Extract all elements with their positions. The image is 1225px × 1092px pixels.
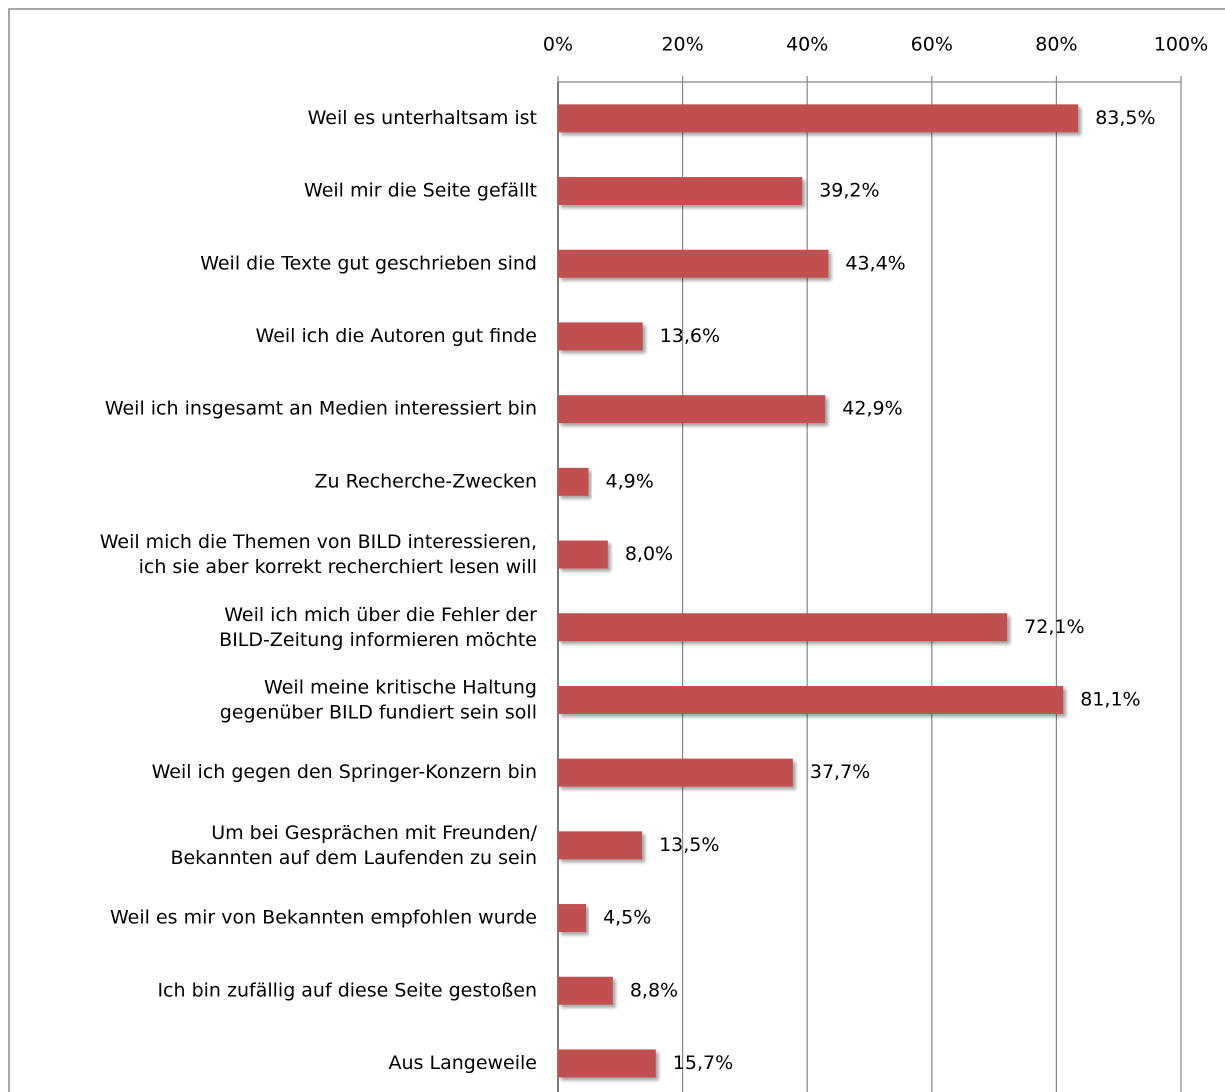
data-label: 13,6% <box>660 325 720 347</box>
data-label: 72,1% <box>1024 616 1084 638</box>
x-tick-label: 60% <box>911 34 953 56</box>
data-label: 8,0% <box>625 543 673 565</box>
x-tick-label: 0% <box>543 34 573 56</box>
data-label: 83,5% <box>1095 107 1155 129</box>
bar <box>558 685 1064 714</box>
bar <box>558 104 1079 133</box>
x-tick-label: 80% <box>1035 34 1077 56</box>
bar <box>558 613 1008 642</box>
bar <box>558 831 643 860</box>
y-tick-label: Weil mich die Themen von BILD interessie… <box>100 531 537 578</box>
y-tick-label: Weil ich die Autoren gut finde <box>256 325 537 347</box>
y-tick-label: Weil mir die Seite gefällt <box>304 180 537 202</box>
data-label: 81,1% <box>1080 688 1140 710</box>
bar <box>558 467 589 496</box>
data-label: 13,5% <box>659 834 719 856</box>
y-tick-label: Um bei Gesprächen mit Freunden/Bekannten… <box>170 821 537 868</box>
data-label: 8,8% <box>630 979 678 1001</box>
data-label: 15,7% <box>673 1052 733 1074</box>
x-tick-label: 40% <box>786 34 828 56</box>
bar <box>558 1049 656 1078</box>
y-tick-label: Aus Langeweile <box>389 1052 537 1074</box>
data-label: 42,9% <box>842 398 902 420</box>
bar <box>558 540 608 569</box>
y-tick-label: Weil ich mich über die Fehler der BILD-Ze… <box>219 603 537 650</box>
y-tick-label: Weil ich insgesamt an Medien interessier… <box>105 398 537 420</box>
x-tick-label: 20% <box>661 34 703 56</box>
y-tick-label: Weil die Texte gut geschrieben sind <box>200 252 537 274</box>
data-label: 37,7% <box>810 761 870 783</box>
bar <box>558 249 829 278</box>
data-label: 43,4% <box>845 252 905 274</box>
data-label: 4,9% <box>606 470 654 492</box>
bar <box>558 322 643 351</box>
data-label: 4,5% <box>603 907 651 929</box>
bar <box>558 395 826 424</box>
y-tick-label: Zu Recherche-Zwecken <box>315 470 538 492</box>
bar <box>558 904 587 933</box>
data-label: 39,2% <box>819 180 879 202</box>
y-tick-label: Weil ich gegen den Springer-Konzern bin <box>152 761 537 783</box>
bar <box>558 976 613 1005</box>
y-tick-label: Weil meine kritische Haltung gegenüber BI… <box>220 676 537 723</box>
bar <box>558 758 793 787</box>
chart-border <box>8 8 1225 1092</box>
x-tick-label: 100% <box>1154 34 1208 56</box>
y-tick-label: Weil es mir von Bekannten empfohlen wurd… <box>110 907 537 929</box>
bar <box>558 177 803 206</box>
y-tick-label: Ich bin zufällig auf diese Seite gestoße… <box>157 979 537 1001</box>
y-tick-label: Weil es unterhaltsam ist <box>308 107 537 129</box>
